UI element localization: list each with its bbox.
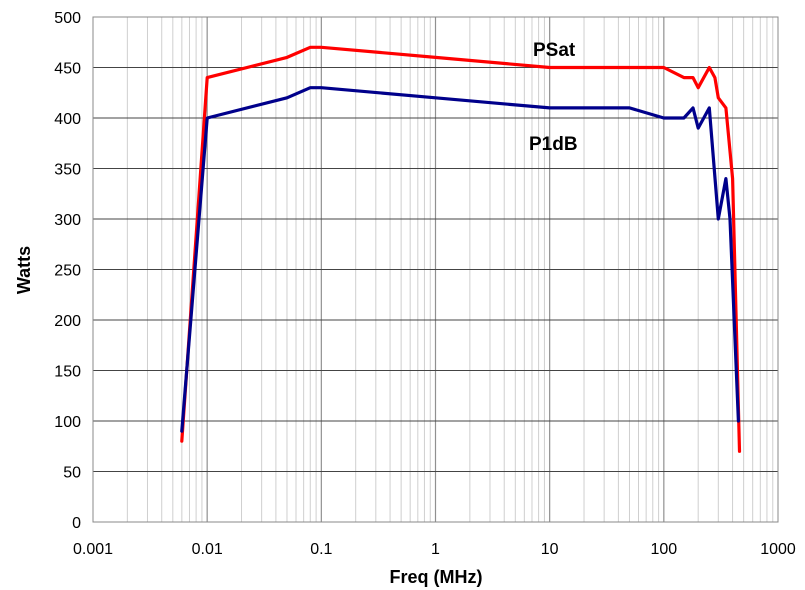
y-tick-label: 350 [54,162,81,179]
x-tick-labels: 0.001 0.01 0.1 1 10 100 1000 [73,541,796,558]
x-tick-label: 1 [431,541,440,558]
y-tick-label: 100 [54,414,81,431]
y-tick-label: 150 [54,364,81,381]
series-line-psat [180,45,742,453]
x-tick-label: 10 [541,541,559,558]
x-tick-label: 0.1 [310,541,332,558]
series-layer [180,45,742,453]
y-tick-labels: 0 50 100 150 200 250 300 350 400 450 500 [54,10,81,532]
y-tick-label: 50 [63,465,81,482]
series-label-p1db: P1dB [529,134,578,155]
x-tick-label: 100 [650,541,677,558]
y-tick-label: 500 [54,10,81,27]
x-tick-label: 1000 [760,541,796,558]
series-label-psat: PSat [533,40,576,61]
y-axis-title: Watts [14,246,34,294]
y-tick-label: 450 [54,61,81,78]
x-axis-title: Freq (MHz) [390,567,483,587]
y-tick-label: 250 [54,263,81,280]
x-tick-label: 0.001 [73,541,113,558]
y-tick-label: 200 [54,313,81,330]
y-tick-label: 0 [72,515,81,532]
plot-frame [92,16,779,523]
y-tick-label: 300 [54,212,81,229]
x-tick-label: 0.01 [192,541,223,558]
series-line-p1db [180,86,741,433]
y-tick-label: 400 [54,111,81,128]
